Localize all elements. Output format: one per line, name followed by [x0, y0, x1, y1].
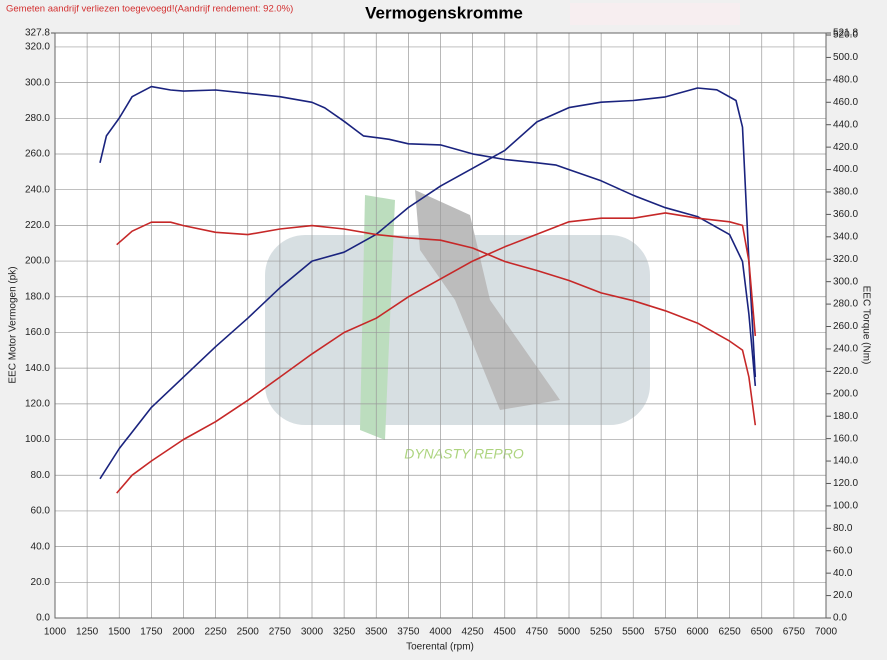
y2-tick-label: 380.0	[833, 187, 858, 198]
y-tick-label: 260.0	[25, 149, 50, 160]
x-tick-label: 6500	[751, 627, 774, 638]
watermark-logo	[265, 190, 650, 440]
x-tick-label: 4500	[494, 627, 517, 638]
y2-tick-label: 20.0	[833, 590, 853, 601]
y-tick-label: 180.0	[25, 291, 50, 302]
y2-tick-label: 420.0	[833, 142, 858, 153]
plot-border	[54, 32, 827, 619]
x-tick-label: 6750	[783, 627, 806, 638]
y-tick-label: 140.0	[25, 363, 50, 374]
y2-tick-label: 260.0	[833, 321, 858, 332]
y-tick-label: 320.0	[25, 42, 50, 53]
series-line	[116, 221, 757, 426]
x-tick-label: 5750	[654, 627, 677, 638]
y2-tick-label: 100.0	[833, 501, 858, 512]
y-tick-label: 120.0	[25, 398, 50, 409]
y2-tick-label: 200.0	[833, 388, 858, 399]
y-tick-label: 100.0	[25, 434, 50, 445]
y2-tick-label: 80.0	[833, 523, 853, 534]
y-tick-label: 40.0	[31, 541, 51, 552]
series-line	[116, 212, 757, 494]
y2-tick-label: 140.0	[833, 456, 858, 467]
y-tick-label: 300.0	[25, 77, 50, 88]
chart-title: Vermogenskromme	[365, 3, 523, 22]
x-tick-label: 1500	[108, 627, 131, 638]
y2-tick-label: 340.0	[833, 231, 858, 242]
y2-tick-label: 180.0	[833, 411, 858, 422]
y2-tick-label: 460.0	[833, 97, 858, 108]
series-line	[99, 87, 757, 480]
y2-tick-label: 320.0	[833, 254, 858, 265]
y2-tick-label: 400.0	[833, 164, 858, 175]
y2-tick-label: 300.0	[833, 276, 858, 287]
x-tick-label: 3500	[365, 627, 388, 638]
y-tick-label: 327.8	[25, 28, 50, 39]
x-tick-label: 5250	[590, 627, 613, 638]
y2-tick-label: 160.0	[833, 433, 858, 444]
note: Gemeten aandrijf verliezen toegevoegd!(A…	[6, 4, 293, 15]
y-tick-label: 20.0	[31, 577, 51, 588]
y-tick-label: 0.0	[36, 613, 50, 624]
x-tick-label: 1250	[76, 627, 99, 638]
title-box	[570, 3, 740, 25]
y-tick-label: 200.0	[25, 256, 50, 267]
y2-tick-label: 120.0	[833, 478, 858, 489]
x-tick-label: 2750	[269, 627, 292, 638]
x-tick-label: 6000	[686, 627, 709, 638]
x-tick-label: 2000	[172, 627, 195, 638]
x-axis-label: Toerental (rpm)	[406, 642, 474, 653]
watermark-text: DYNASTY REPRO	[404, 446, 524, 462]
x-tick-label: 4250	[462, 627, 485, 638]
y-tick-label: 280.0	[25, 113, 50, 124]
y-tick-label: 240.0	[25, 184, 50, 195]
y2-tick-label: 60.0	[833, 545, 853, 556]
y2-tick-label: 0.0	[833, 613, 847, 624]
x-tick-label: 1750	[140, 627, 163, 638]
x-tick-label: 4000	[429, 627, 452, 638]
x-tick-label: 5000	[558, 627, 581, 638]
y2-tick-label: 240.0	[833, 344, 858, 355]
y2-tick-label: 440.0	[833, 119, 858, 130]
y2-tick-label: 280.0	[833, 299, 858, 310]
y-axis-label: EEC Motor Vermogen (pk)	[8, 266, 19, 383]
y2-tick-label: 220.0	[833, 366, 858, 377]
y2-axis-label: EEC Torque (Nm)	[860, 286, 871, 365]
x-tick-label: 5500	[622, 627, 645, 638]
x-tick-label: 3000	[301, 627, 324, 638]
x-tick-label: 3750	[397, 627, 420, 638]
x-tick-label: 6250	[719, 627, 742, 638]
y-tick-label: 160.0	[25, 327, 50, 338]
y-tick-label: 60.0	[31, 506, 51, 517]
y-tick-label: 220.0	[25, 220, 50, 231]
y2-tick-label: 521.8	[833, 28, 858, 39]
y-tick-label: 80.0	[31, 470, 51, 481]
x-tick-label: 7000	[815, 627, 838, 638]
y2-tick-label: 500.0	[833, 52, 858, 63]
x-tick-label: 2500	[237, 627, 260, 638]
x-tick-label: 3250	[333, 627, 356, 638]
x-tick-label: 4750	[526, 627, 549, 638]
y2-tick-label: 480.0	[833, 75, 858, 86]
series-line	[99, 85, 757, 386]
x-tick-label: 1000	[44, 627, 67, 638]
x-tick-label: 2250	[205, 627, 228, 638]
y2-tick-label: 40.0	[833, 568, 853, 579]
y2-tick-label: 520.0	[833, 30, 858, 41]
y2-tick-label: 360.0	[833, 209, 858, 220]
